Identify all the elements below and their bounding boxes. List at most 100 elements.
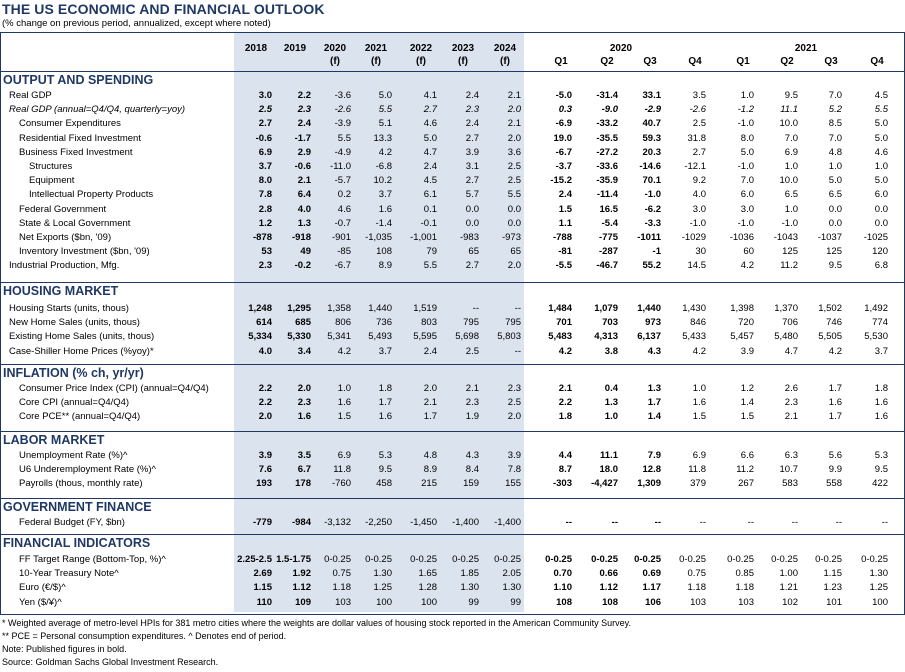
table-cell: 4.0 — [692, 189, 706, 201]
table-cell: 2.4 — [465, 118, 479, 130]
table-cell: 0-0.25 — [452, 554, 479, 565]
table-cell: 5,334 — [248, 331, 272, 343]
quarter-header: Q4 — [870, 56, 884, 67]
table-cell: 0.0 — [828, 217, 842, 229]
table-cell: -33.6 — [596, 161, 618, 172]
table-cell: 5.5 — [423, 260, 437, 272]
table-cell: 0.0 — [507, 203, 521, 215]
table-cell: 5,505 — [818, 331, 842, 343]
table-cell: 2.7 — [465, 260, 479, 272]
table-cell: 106 — [645, 596, 661, 608]
table-cell: 583 — [782, 478, 798, 490]
table-cell: 6.1 — [423, 189, 437, 201]
table-cell: -11.4 — [596, 189, 618, 201]
table-cell: 1.0 — [740, 90, 754, 101]
table-cell: 11.8 — [688, 464, 706, 476]
table-cell: 0.3 — [558, 104, 572, 116]
table-cell: 0-0.25 — [591, 554, 618, 565]
table-row: Federal Government 2.8 4.0 4.6 1.6 0.1 0.0 0.0 1… — [1, 203, 904, 217]
table-cell: 0.85 — [735, 568, 755, 580]
row-label: U6 Underemployment Rate (%)^ — [19, 464, 156, 476]
table-cell: 1,295 — [287, 303, 311, 314]
table-cell: 11.2 — [780, 260, 798, 272]
table-cell: -1036 — [729, 232, 754, 243]
table-cell: -983 — [459, 232, 479, 243]
table-cell: 685 — [295, 317, 311, 329]
table-cell: 2.8 — [258, 203, 272, 215]
table-cell: 1.5 — [740, 411, 754, 423]
section-title: HOUSING MARKET — [3, 284, 119, 298]
table-cell: -- — [654, 517, 661, 528]
table-cell: -1.0 — [689, 217, 706, 229]
table-cell: 3.6 — [507, 146, 521, 158]
table-cell: 1,492 — [864, 303, 888, 314]
table-cell: 1.18 — [332, 582, 352, 594]
table-cell: 701 — [556, 317, 572, 329]
table-cell: -984 — [291, 517, 311, 528]
row-label: Intellectual Property Products — [29, 189, 154, 201]
table-cell: 5.5 — [337, 132, 351, 144]
table-cell: 100 — [421, 596, 437, 608]
table-cell: 3.4 — [297, 345, 311, 357]
quarter-header: Q3 — [643, 56, 657, 67]
table-cell: 1.7 — [828, 411, 842, 423]
table-cell: 2.0 — [507, 104, 521, 116]
table-cell: 0.66 — [599, 568, 619, 580]
table-cell: 1.7 — [647, 397, 661, 409]
table-cell: 2.5 — [258, 104, 272, 116]
table-cell: 1.25 — [869, 582, 889, 594]
table-cell: -- — [835, 517, 842, 528]
row-label: Euro (€/$)^ — [19, 582, 66, 594]
table-cell: -3.3 — [644, 217, 661, 229]
annual-year-header: 2022 — [409, 43, 433, 54]
table-cell: 3.9 — [465, 146, 479, 158]
table-cell: 215 — [421, 478, 437, 490]
table-cell: 2.3 — [297, 397, 311, 409]
table-cell: 746 — [826, 317, 842, 329]
table-cell: 4.2 — [692, 345, 706, 357]
table-cell: 101 — [826, 596, 842, 608]
table-cell: -- — [791, 517, 798, 528]
table-cell: 6.5 — [828, 189, 842, 201]
table-cell: 125 — [782, 246, 798, 258]
table-cell: 1,440 — [368, 303, 392, 314]
table-cell: 7.0 — [828, 90, 842, 101]
table-cell: 2.4 — [465, 90, 479, 101]
table-cell: 9.2 — [692, 175, 706, 187]
table-cell: 1.4 — [647, 411, 661, 423]
table-cell: 2.2 — [258, 397, 272, 409]
table-cell: 5.0 — [423, 132, 437, 144]
row-label: Consumer Price Index (CPI) (annual=Q4/Q4… — [19, 383, 209, 394]
table-cell: 1.15 — [823, 568, 843, 580]
table-cell: -1.2 — [737, 104, 754, 116]
table-cell: 6.6 — [740, 450, 754, 461]
table-cell: 10.0 — [779, 175, 799, 187]
table-cell: 1,079 — [594, 303, 618, 314]
table-cell: -1,400 — [452, 517, 479, 528]
table-cell: 6.4 — [297, 189, 311, 201]
table-cell: 159 — [463, 478, 479, 490]
table-cell: 1.3 — [647, 383, 661, 394]
table-cell: 0.0 — [874, 203, 888, 215]
table-cell: -11.0 — [330, 161, 351, 172]
table-cell: 5.0 — [874, 175, 888, 187]
table-cell: 1.5 — [558, 203, 572, 215]
table-cell: 2.1 — [423, 397, 437, 409]
table-cell: -788 — [552, 232, 572, 243]
table-cell: 11.8 — [333, 464, 351, 476]
row-label: Case-Shiller Home Prices (%yoy)* — [9, 345, 154, 357]
table-cell: 6.9 — [337, 450, 351, 461]
table-cell: 9.5 — [874, 464, 888, 476]
table-cell: 10.0 — [779, 118, 799, 130]
table-cell: 4.0 — [297, 203, 311, 215]
table-row: Business Fixed Investment 6.9 2.9 -4.9 4.2 4.… — [1, 146, 904, 160]
table-cell: 7.9 — [647, 450, 661, 461]
table-cell: 155 — [505, 478, 521, 490]
table-cell: 60 — [743, 246, 754, 258]
table-cell: 5.0 — [828, 175, 842, 187]
table-row: Structures 3.7 -0.6 -11.0 -6.8 2.4 3.1 2.5 -3.7 -… — [1, 160, 904, 174]
table-cell: 4.3 — [647, 345, 661, 357]
table-cell: -81 — [558, 246, 572, 258]
table-cell: 6.8 — [874, 260, 888, 272]
table-cell: 5.0 — [740, 146, 754, 158]
